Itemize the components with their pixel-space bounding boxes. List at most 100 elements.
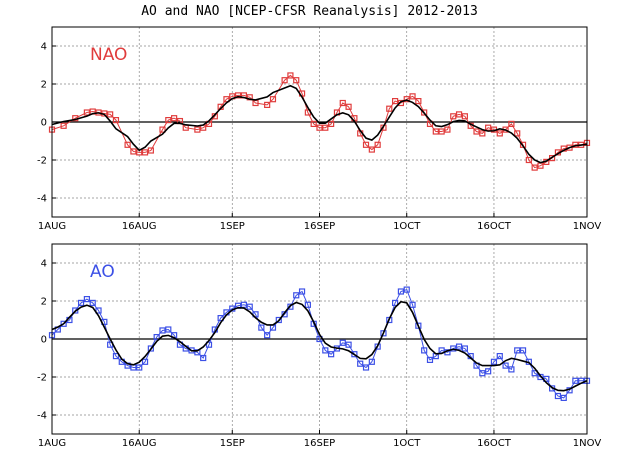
chart-title: AO and NAO [NCEP-CFSR Reanalysis] 2012-2…	[141, 4, 478, 19]
nao-point	[391, 97, 399, 105]
ao-point	[397, 288, 405, 295]
ao-point	[403, 286, 410, 293]
nao-xtick-label: 1SEP	[220, 221, 245, 232]
ao-point	[298, 288, 306, 295]
ao-xtick-label: 1NOV	[573, 438, 602, 449]
nao-point	[234, 92, 242, 99]
nao-point	[479, 130, 486, 137]
nao-point	[316, 124, 323, 131]
ao-point	[264, 332, 271, 339]
ao-point	[508, 366, 515, 373]
ao-ytick-label: -4	[37, 411, 47, 422]
nao-point	[130, 148, 137, 155]
ao-ytick-label: 4	[41, 259, 47, 270]
ao-point	[461, 345, 468, 352]
nao-point	[409, 93, 416, 100]
ao-point	[357, 360, 364, 367]
ao-point	[560, 394, 567, 401]
nao-point	[124, 141, 131, 148]
nao-point	[147, 147, 154, 154]
nao-point	[444, 126, 451, 133]
nao-point	[310, 120, 317, 128]
ao-point	[205, 341, 213, 348]
nao-point	[525, 156, 532, 164]
ao-point	[572, 377, 579, 384]
nao-point	[362, 141, 370, 148]
ao-point	[502, 362, 509, 369]
nao-point	[368, 146, 375, 153]
nao-point	[339, 99, 346, 107]
nao-smoothed-line	[51, 84, 588, 164]
nao-ytick-label: 0	[41, 118, 47, 129]
nao-point	[159, 126, 166, 133]
ao-point	[293, 292, 300, 299]
nao-point	[438, 128, 445, 135]
ao-point	[287, 303, 294, 310]
nao-xtick-label: 16SEP	[304, 221, 335, 232]
ao-point	[368, 358, 375, 365]
nao-point	[194, 126, 201, 133]
nao-xtick-label: 16AUG	[122, 221, 157, 232]
nao-point	[223, 96, 230, 103]
ao-point	[421, 347, 428, 354]
nao-point	[83, 109, 90, 116]
nao-panel-label: NAO	[90, 45, 127, 65]
nao-point	[450, 113, 457, 120]
ao-xtick-label: 16AUG	[122, 438, 157, 449]
ao-point	[83, 296, 90, 303]
ao-point	[351, 351, 358, 358]
nao-point	[455, 111, 463, 118]
ao-point	[345, 341, 352, 348]
ao-point	[490, 358, 498, 365]
ao-ytick-label: 2	[41, 297, 47, 308]
nao-point	[426, 120, 434, 128]
ao-point	[322, 347, 329, 354]
ao-xtick-label: 1AUG	[38, 438, 66, 449]
nao-point	[403, 96, 410, 103]
ao-point	[328, 351, 335, 358]
nao-point	[485, 124, 492, 131]
nao-point	[281, 77, 288, 84]
nao-point	[415, 97, 422, 105]
ao-point	[194, 349, 201, 356]
nao-point	[432, 128, 439, 135]
nao-panel: -4 -2 0 2 4 1AUG 16AUG 1SEP 16SEP 1OCT 16OCT 1NOV NA…	[37, 26, 601, 232]
nao-point	[287, 72, 294, 79]
ao-ytick-label: -2	[37, 373, 47, 384]
nao-point	[397, 99, 405, 107]
ao-point	[147, 345, 154, 352]
ao-point	[77, 299, 85, 306]
ao-ytick-label: 0	[41, 335, 47, 346]
nao-xtick-label: 1OCT	[393, 221, 421, 232]
nao-point	[496, 130, 503, 137]
nao-point	[171, 115, 178, 122]
nao-plot-frame	[51, 26, 588, 218]
ao-point	[339, 339, 346, 346]
nao-point	[269, 96, 277, 103]
nao-point	[473, 128, 480, 135]
ao-point	[380, 330, 387, 337]
ao-point	[72, 307, 79, 314]
ao-panel-label: AO	[90, 262, 115, 282]
ao-point	[496, 353, 503, 360]
nao-xtick-label: 1AUG	[38, 221, 66, 232]
ao-point	[275, 316, 282, 324]
ao-point	[415, 322, 422, 329]
nao-point	[264, 101, 271, 109]
ao-smoothed-line	[51, 300, 588, 392]
ao-point	[153, 334, 160, 341]
nao-point	[141, 149, 149, 156]
ao-point	[426, 356, 434, 363]
nao-point	[531, 164, 538, 171]
ao-point	[450, 345, 457, 352]
nao-point	[461, 113, 468, 120]
ao-xtick-label: 16SEP	[304, 438, 335, 449]
ao-point	[554, 392, 562, 400]
ao-point	[246, 303, 253, 310]
nao-point	[165, 116, 172, 124]
nao-point	[374, 141, 381, 148]
ao-point	[159, 327, 166, 334]
ao-xtick-label: 1SEP	[220, 438, 245, 449]
ao-point	[514, 347, 521, 354]
